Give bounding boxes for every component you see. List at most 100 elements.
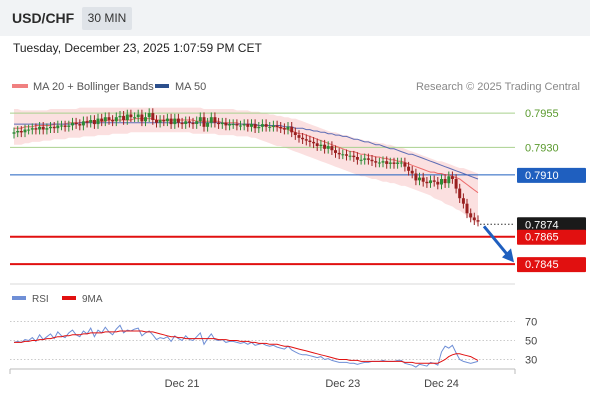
candle-body (436, 181, 440, 185)
forecast-arrow-shaft (482, 225, 510, 257)
candle-body (352, 155, 356, 158)
candle-body (385, 161, 389, 164)
candle-body (45, 128, 49, 130)
levels-layer (10, 112, 515, 266)
candle-body (319, 144, 323, 147)
candle-body (465, 203, 469, 214)
candle-body (308, 140, 312, 142)
candle-body (209, 117, 213, 123)
candle-body (52, 126, 56, 129)
candle-body (231, 124, 235, 126)
candle-body (239, 125, 242, 127)
candle-body (472, 217, 476, 221)
candle-body (250, 124, 253, 127)
candle-body (89, 120, 93, 123)
candle-body (461, 198, 465, 204)
candle-body (38, 126, 42, 130)
candle-body (133, 117, 137, 119)
candle-body (198, 117, 202, 122)
candle-body (213, 117, 217, 123)
candle-body (140, 114, 144, 122)
candle-body (323, 144, 327, 149)
candle-body (169, 118, 173, 125)
timeframe-button[interactable]: 30 MIN (82, 7, 132, 30)
candle-body (114, 117, 118, 122)
candle-body (217, 122, 221, 125)
level-label-pivot: 0.7910 (525, 170, 559, 182)
candle-body (173, 118, 177, 125)
candle-body (440, 179, 443, 185)
candle-body (16, 131, 20, 133)
ma50-legend-label: MA 50 (175, 81, 206, 93)
level-label-last_price: 0.7874 (525, 219, 559, 231)
candle-body (279, 126, 283, 129)
candle-body (56, 125, 60, 129)
candle-body (271, 125, 275, 127)
level-tag-pivot (517, 167, 586, 183)
candle-body (345, 154, 348, 156)
candle-body (388, 162, 392, 164)
candle-body (326, 146, 330, 149)
candle-body (78, 124, 82, 126)
bollinger-band (14, 107, 478, 225)
rsi-tick-label: 30 (525, 355, 537, 367)
rsi-tick-label: 50 (525, 336, 537, 348)
candle-body (392, 162, 396, 164)
candle-body (19, 131, 23, 133)
level-label-resistance: 0.7955 (525, 108, 559, 120)
candle-body (374, 161, 378, 163)
rsi-layer: 70 50 30 (10, 317, 537, 368)
candle-body (293, 132, 297, 135)
level-tag-support (517, 229, 586, 245)
candle-body (377, 162, 381, 164)
symbol-title: USD/CHF (12, 10, 75, 26)
chart-datetime: Tuesday, December 23, 2025 1:07:59 PM CE… (13, 41, 262, 55)
candle-body (399, 162, 403, 164)
candle-body (443, 179, 447, 184)
candle-body (348, 155, 352, 157)
candle-body (162, 120, 166, 122)
candle-body (242, 124, 246, 126)
candle-body (96, 118, 100, 125)
candle-body (118, 115, 122, 118)
candle-body (60, 125, 63, 127)
candle-body (155, 120, 158, 123)
candle-body (476, 220, 480, 222)
candle-body (100, 118, 104, 122)
candle-body (366, 158, 370, 160)
candle-body (429, 180, 432, 184)
candle-body (359, 159, 363, 161)
candle-body (414, 173, 418, 181)
level-label-support: 0.7865 (525, 232, 559, 244)
credit-text: Research © 2025 Trading Central (416, 81, 580, 93)
candle-body (312, 141, 316, 144)
candle-body (341, 154, 345, 156)
bollinger-band-layer (14, 107, 478, 225)
candle-body (290, 126, 294, 133)
ma9-legend-swatch (62, 296, 76, 300)
candle-body (144, 117, 147, 122)
candle-body (30, 128, 34, 130)
candle-body (147, 113, 151, 118)
candle-body (195, 121, 199, 124)
x-axis-layer: Dec 21 Dec 23 Dec 24 (9, 369, 516, 390)
rsi-ma-line (14, 330, 479, 364)
candle-body (286, 126, 290, 130)
candle-body (432, 180, 436, 182)
candle-body (418, 177, 421, 181)
top-bar: USD/CHF 30 MIN (0, 0, 590, 36)
rsi-legend-label: RSI (32, 294, 49, 305)
candle-body (158, 120, 162, 123)
ma9-legend-label: 9MA (82, 294, 103, 305)
candle-body (421, 177, 425, 182)
candle-body (257, 126, 261, 129)
candle-body (122, 115, 126, 120)
candle-body (165, 118, 169, 122)
candle-body (447, 176, 451, 184)
candle-body (363, 158, 367, 160)
ma20-legend-label: MA 20 + Bollinger Bands (33, 81, 154, 93)
candle-body (63, 125, 67, 127)
candle-body (253, 124, 257, 129)
candle-body (235, 124, 239, 126)
